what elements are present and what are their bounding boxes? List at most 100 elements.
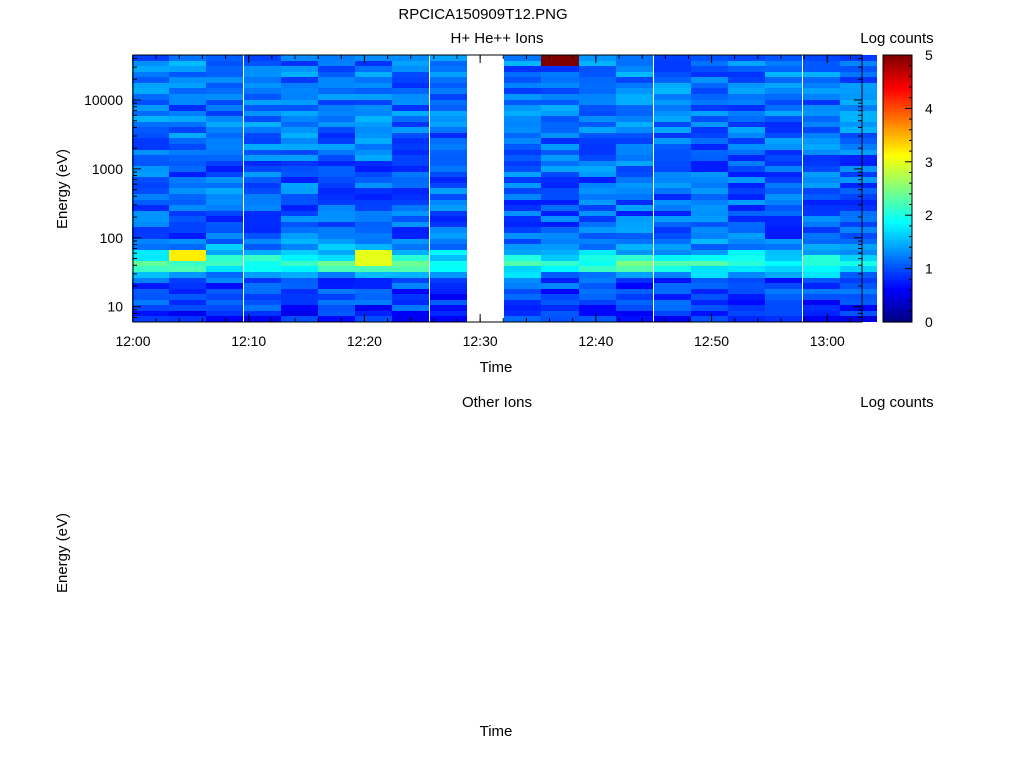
heatmap-cell bbox=[616, 88, 653, 94]
colorbar-segment bbox=[883, 297, 912, 302]
heatmap-cell bbox=[132, 205, 169, 211]
heatmap-cell bbox=[691, 150, 728, 155]
heatmap-cell bbox=[318, 172, 355, 177]
heatmap-cell bbox=[840, 289, 877, 294]
colorbar-segment bbox=[883, 265, 912, 270]
heatmap-cell bbox=[541, 266, 579, 272]
heatmap-cell bbox=[132, 172, 169, 177]
heatmap-cell bbox=[206, 127, 243, 133]
heatmap-cell bbox=[206, 222, 243, 227]
heatmap-cell bbox=[691, 261, 728, 266]
heatmap-cell bbox=[803, 122, 840, 127]
heatmap-cell bbox=[206, 116, 243, 122]
colorbar-segment bbox=[883, 212, 912, 216]
heatmap-cell bbox=[840, 122, 877, 127]
heatmap-cell bbox=[169, 300, 206, 305]
heatmap-cell bbox=[691, 88, 728, 94]
heatmap-cell bbox=[654, 294, 691, 300]
heatmap-cell bbox=[206, 316, 243, 322]
heatmap-cell bbox=[654, 155, 691, 161]
heatmap-cell bbox=[765, 61, 802, 66]
heatmap-cell bbox=[691, 272, 728, 278]
colorbar-segment bbox=[883, 215, 912, 219]
colorbar-segment bbox=[883, 287, 912, 291]
heatmap-cell bbox=[504, 166, 541, 172]
heatmap-cell bbox=[728, 88, 765, 94]
heatmap-cell bbox=[132, 77, 169, 83]
heatmap-cell bbox=[244, 111, 281, 116]
heatmap-cell bbox=[541, 100, 579, 105]
heatmap-cell bbox=[616, 72, 653, 77]
heatmap-cell bbox=[840, 94, 877, 100]
heatmap-cell bbox=[244, 83, 281, 88]
heatmap-cell bbox=[654, 183, 691, 188]
heatmap-cell bbox=[504, 244, 541, 250]
heatmap-cell bbox=[392, 116, 429, 122]
heatmap-cell bbox=[244, 294, 281, 300]
heatmap-cell bbox=[579, 150, 616, 155]
heatmap-cell bbox=[504, 144, 541, 150]
heatmap-cell bbox=[392, 216, 429, 222]
heatmap-cell bbox=[318, 161, 355, 166]
colorbar-segment bbox=[883, 132, 912, 136]
heatmap-cell bbox=[169, 305, 206, 311]
heatmap-cell bbox=[244, 216, 281, 222]
heatmap-cell bbox=[541, 205, 579, 211]
colorbar-segment bbox=[883, 236, 912, 240]
colorbar-segment bbox=[883, 257, 912, 262]
heatmap-cell bbox=[654, 116, 691, 122]
heatmap-cell bbox=[169, 72, 206, 77]
heatmap-cell bbox=[430, 55, 467, 61]
heatmap-cell bbox=[169, 150, 206, 155]
heatmap-cell bbox=[244, 205, 281, 211]
heatmap-cell bbox=[392, 72, 429, 77]
colorbar-segment bbox=[883, 71, 912, 75]
heatmap-cell bbox=[579, 250, 616, 255]
heatmap-cell bbox=[430, 316, 467, 322]
heatmap-cell bbox=[803, 166, 840, 172]
heatmap-cell bbox=[169, 283, 206, 289]
heatmap-cell bbox=[355, 316, 392, 322]
heatmap-cell bbox=[803, 244, 840, 250]
heatmap-cell bbox=[392, 188, 429, 194]
heatmap-cell bbox=[430, 105, 467, 111]
colorbar-segment bbox=[883, 79, 912, 83]
heatmap-cell bbox=[132, 166, 169, 172]
heatmap-cell bbox=[355, 155, 392, 161]
heatmap-cell bbox=[541, 294, 579, 300]
heatmap-cell bbox=[579, 194, 616, 200]
colorbar-segment bbox=[883, 100, 912, 104]
heatmap-cell bbox=[244, 194, 281, 200]
heatmap-cell bbox=[765, 227, 802, 233]
heatmap-cell bbox=[132, 311, 169, 316]
heatmap-cell bbox=[318, 122, 355, 127]
heatmap-cell bbox=[504, 239, 541, 244]
heatmap-cell bbox=[803, 77, 840, 83]
heatmap-cell bbox=[765, 261, 802, 266]
heatmap-cell bbox=[728, 239, 765, 244]
heatmap-cell bbox=[541, 211, 579, 216]
heatmap-cell bbox=[579, 272, 616, 278]
colorbar-segment bbox=[883, 276, 912, 280]
heatmap-cell bbox=[244, 77, 281, 83]
heatmap-cell bbox=[691, 216, 728, 222]
heatmap-cell bbox=[579, 105, 616, 111]
heatmap-cell bbox=[728, 100, 765, 105]
heatmap-cell bbox=[616, 66, 653, 72]
heatmap-cell bbox=[504, 194, 541, 200]
heatmap-cell bbox=[318, 316, 355, 322]
heatmap-cell bbox=[840, 266, 877, 272]
heatmap-cell bbox=[132, 122, 169, 127]
heatmap-cell bbox=[244, 305, 281, 311]
heatmap-cell bbox=[430, 150, 467, 155]
heatmap-cell bbox=[691, 316, 728, 322]
heatmap-cell bbox=[430, 155, 467, 161]
heatmap-cell bbox=[318, 255, 355, 261]
y-tick-label: 100 bbox=[100, 230, 124, 246]
heatmap-cell bbox=[616, 150, 653, 155]
colorbar-segment bbox=[883, 220, 912, 224]
colorbar-segment bbox=[883, 199, 912, 203]
heatmap-cell bbox=[728, 205, 765, 211]
heatmap-cell bbox=[616, 216, 653, 222]
colorbar-segment bbox=[883, 223, 912, 227]
